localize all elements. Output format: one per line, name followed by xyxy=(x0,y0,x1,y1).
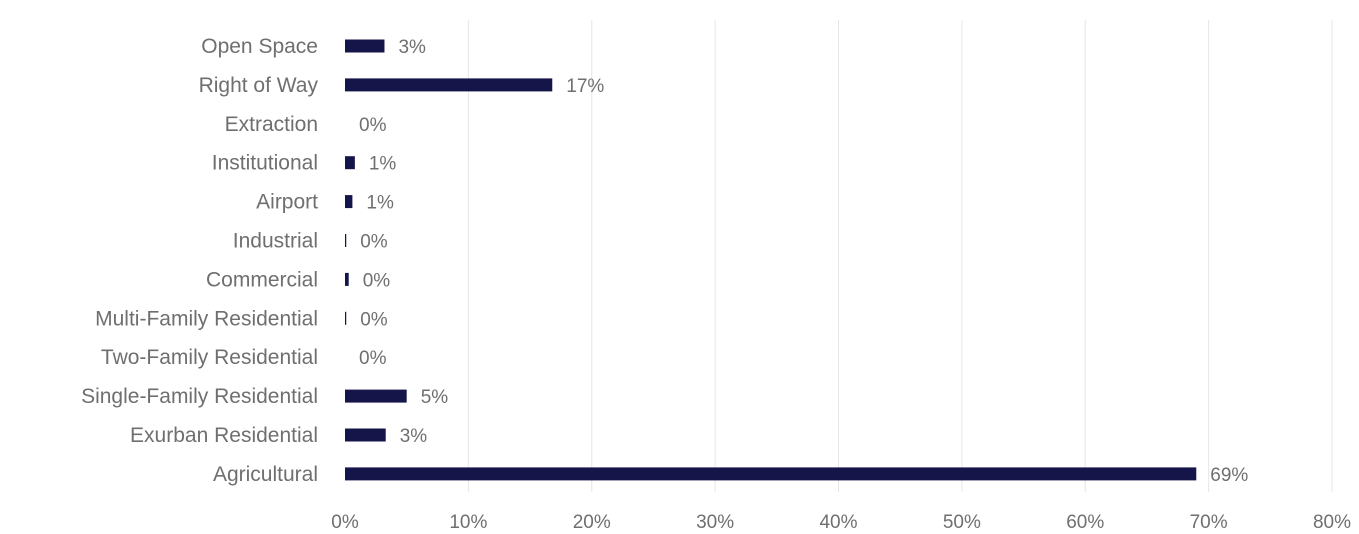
value-label: 17% xyxy=(566,76,604,97)
category-label: Institutional xyxy=(212,152,318,175)
category-label: Multi-Family Residential xyxy=(95,307,318,330)
category-label: Extraction xyxy=(225,113,318,136)
category-label: Open Space xyxy=(201,35,318,58)
x-tick-label: 60% xyxy=(1066,512,1104,533)
bar xyxy=(345,156,355,170)
bar xyxy=(345,467,1197,481)
bar xyxy=(345,234,347,247)
value-label: 0% xyxy=(363,270,391,291)
value-label: 1% xyxy=(369,154,397,175)
category-labels: Open Space Right of Way Extraction Institut… xyxy=(81,35,318,486)
category-label: Exurban Residential xyxy=(130,424,318,447)
value-label: 0% xyxy=(360,309,388,330)
bar xyxy=(345,311,347,325)
value-label: 3% xyxy=(398,37,426,58)
bar xyxy=(345,39,385,53)
x-tick-label: 50% xyxy=(943,512,981,533)
x-tick-label: 10% xyxy=(449,512,487,533)
x-tick-label: 30% xyxy=(696,512,734,533)
value-label: 1% xyxy=(366,193,394,214)
value-labels: 3% 17% 0% 1% 1% 0% 0% 0% 0% 5% 3% 69% xyxy=(359,37,1248,486)
value-label: 3% xyxy=(400,426,428,447)
bar xyxy=(345,78,553,92)
bar xyxy=(345,272,349,286)
value-label: 0% xyxy=(359,115,387,136)
bar xyxy=(345,428,386,442)
value-label: 69% xyxy=(1210,465,1248,486)
category-label: Two-Family Residential xyxy=(101,346,318,369)
bars xyxy=(345,39,1197,481)
x-tick-label: 70% xyxy=(1190,512,1228,533)
category-label: Agricultural xyxy=(213,463,318,486)
x-tick-label: 80% xyxy=(1313,512,1351,533)
value-label: 5% xyxy=(421,387,449,408)
x-tick-label: 20% xyxy=(573,512,611,533)
x-tick-label: 0% xyxy=(331,512,359,533)
x-tick-label: 40% xyxy=(819,512,857,533)
category-label: Single-Family Residential xyxy=(81,385,318,408)
x-axis-ticks: 0% 10% 20% 30% 40% 50% 60% 70% 80% xyxy=(331,512,1351,533)
category-label: Commercial xyxy=(206,268,318,291)
bar xyxy=(345,389,407,403)
category-label: Industrial xyxy=(233,230,318,253)
bar xyxy=(345,195,353,209)
value-label: 0% xyxy=(360,232,388,253)
category-label: Right of Way xyxy=(199,74,319,97)
gridlines xyxy=(467,20,1333,492)
category-label: Airport xyxy=(256,191,318,214)
value-label: 0% xyxy=(359,348,387,369)
